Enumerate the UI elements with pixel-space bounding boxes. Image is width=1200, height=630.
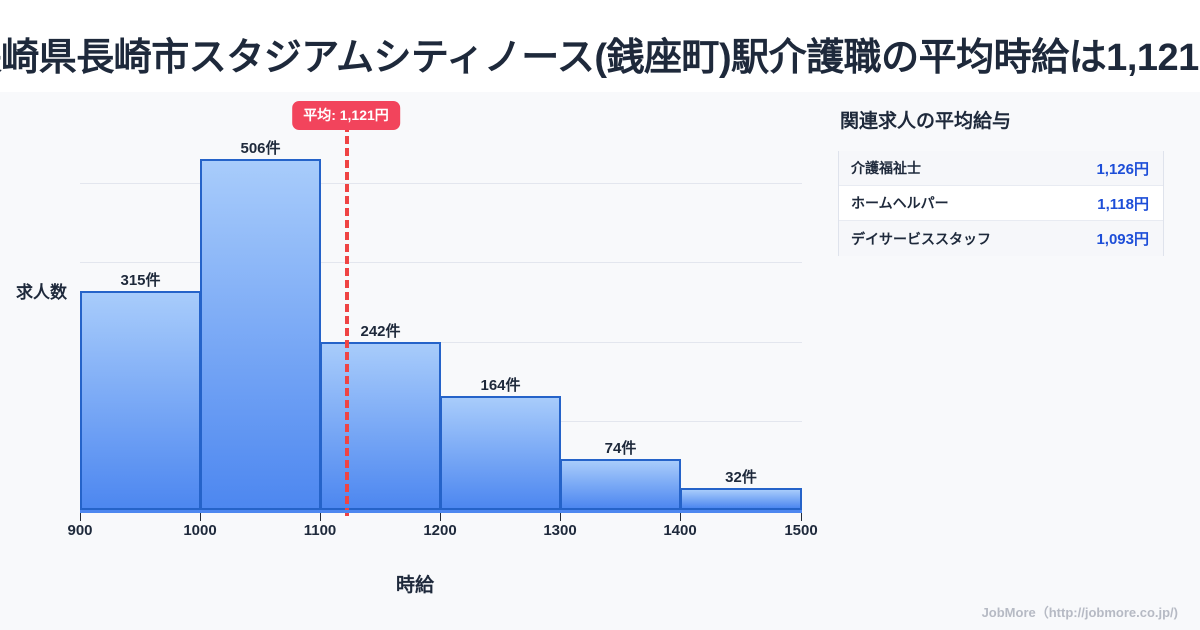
gridline <box>80 262 802 263</box>
table-row[interactable]: 介護福祉士 1,126円 <box>839 151 1163 186</box>
bar-900[interactable] <box>80 291 201 510</box>
table-row[interactable]: ホームヘルパー 1,118円 <box>839 186 1163 221</box>
x-axis-label: 時給 <box>395 575 434 596</box>
tick-mark <box>320 513 321 521</box>
bar-label-1300: 74件 <box>604 440 637 457</box>
salary-row-name: デイサービススタッフ <box>851 230 991 247</box>
bar-label-1100: 242件 <box>360 323 401 340</box>
tick-label-1400: 1400 <box>663 522 697 539</box>
related-salary-table: 介護福祉士 1,126円 ホームヘルパー 1,118円 デイサービススタッフ 1… <box>838 151 1164 256</box>
tick-label-1500: 1500 <box>784 522 818 539</box>
tick-label-1200: 1200 <box>423 522 457 539</box>
bar-label-1200: 164件 <box>480 377 521 394</box>
gridline <box>80 183 802 184</box>
tick-label-1000: 1000 <box>183 522 217 539</box>
salary-row-value: 1,093円 <box>1096 231 1149 248</box>
bar-label-1400: 32件 <box>725 469 757 486</box>
tick-mark <box>440 513 441 521</box>
tick-mark <box>680 513 681 521</box>
x-axis-line <box>80 510 802 513</box>
average-line <box>345 124 349 516</box>
average-badge: 平均: 1,121円 <box>292 101 400 130</box>
bar-label-1000: 506件 <box>240 140 281 157</box>
bar-1100[interactable] <box>320 342 441 510</box>
tick-mark <box>801 513 802 521</box>
watermark-footer: JobMore（http://jobmore.co.jp/) <box>981 605 1178 620</box>
related-salary-panel: 関連求人の平均給与 介護福祉士 1,126円 ホームヘルパー 1,118円 デイ… <box>838 92 1168 256</box>
salary-row-name: ホームヘルパー <box>851 195 949 211</box>
bar-1400[interactable] <box>680 488 802 510</box>
salary-row-value: 1,126円 <box>1096 160 1149 178</box>
related-salary-title: 関連求人の平均給与 <box>840 111 1012 132</box>
salary-row-name: 介護福祉士 <box>851 160 921 176</box>
bar-1200[interactable] <box>440 396 561 510</box>
title-bar: 長崎県長崎市スタジアムシティノース(銭座町)駅介護職の平均時給は1,121円 <box>0 0 1200 92</box>
tick-mark <box>80 513 81 521</box>
page-title: 長崎県長崎市スタジアムシティノース(銭座町)駅介護職の平均時給は1,121円 <box>0 37 1200 79</box>
chart-canvas: 315件 506件 242件 164件 74件 32件 平均: 1,121円 9… <box>0 92 1200 630</box>
y-axis-label: 求人数 <box>16 283 67 302</box>
tick-label-1100: 1100 <box>303 522 337 539</box>
bar-1000[interactable] <box>200 159 321 510</box>
histogram-chart: 315件 506件 242件 164件 74件 32件 平均: 1,121円 9… <box>0 92 830 630</box>
tick-mark <box>200 513 201 521</box>
tick-label-1300: 1300 <box>543 522 577 539</box>
gridline <box>80 342 802 343</box>
tick-label-900: 900 <box>67 522 93 539</box>
salary-row-value: 1,118円 <box>1097 195 1149 213</box>
bar-label-900: 315件 <box>120 272 161 289</box>
table-row[interactable]: デイサービススタッフ 1,093円 <box>839 221 1163 256</box>
bar-1300[interactable] <box>560 459 681 510</box>
tick-mark <box>560 513 561 521</box>
